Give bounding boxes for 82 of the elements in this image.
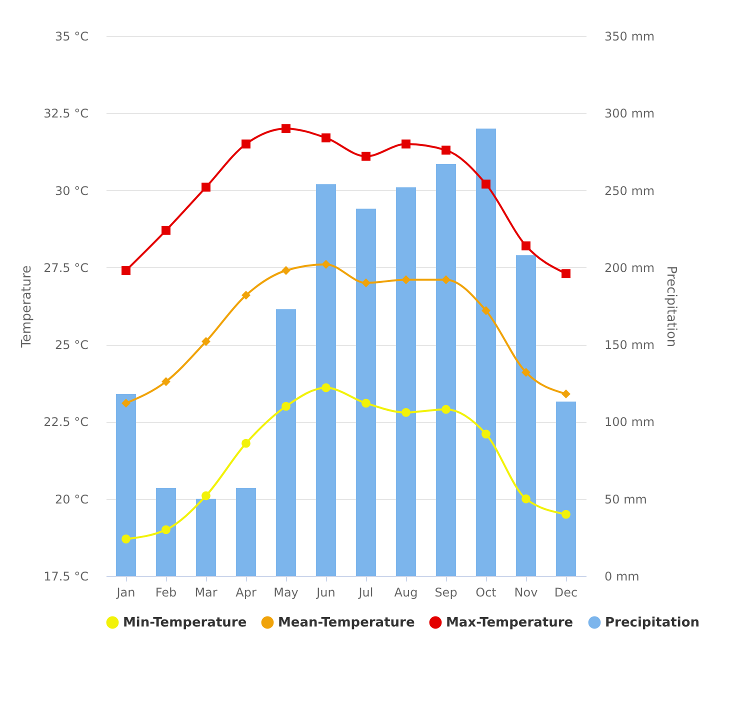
point xyxy=(202,491,210,500)
bar xyxy=(116,394,136,576)
y2-tick-label: 50 mm xyxy=(604,492,647,506)
legend-label: Max-Temperature xyxy=(446,616,574,631)
point xyxy=(242,438,250,448)
point xyxy=(322,260,330,269)
x-tick-label: Dec xyxy=(554,586,578,600)
point xyxy=(202,182,210,192)
bar xyxy=(556,402,576,576)
y-axis-title: Temperature xyxy=(20,265,35,349)
point xyxy=(282,124,290,134)
point xyxy=(162,377,170,386)
point xyxy=(522,241,530,250)
y2-tick-label: 100 mm xyxy=(604,415,655,430)
point xyxy=(562,389,570,398)
y2-tick-label: 200 mm xyxy=(604,260,655,275)
legend-label: Mean-Temperature xyxy=(278,616,415,631)
y-tick-label: 27.5 °C xyxy=(44,260,88,275)
x-tick-label: Jan xyxy=(116,586,136,600)
point xyxy=(122,398,130,408)
y2-tick-label: 250 mm xyxy=(604,184,655,198)
y2-tick-label: 300 mm xyxy=(604,106,655,121)
x-tick-label: Nov xyxy=(514,586,538,600)
y-tick-label: 35 °C xyxy=(55,30,88,44)
point xyxy=(442,146,450,155)
x-tick-label: Jul xyxy=(358,586,374,600)
bar xyxy=(436,164,456,576)
y-tick-label: 17.5 °C xyxy=(44,570,88,584)
point xyxy=(402,140,410,148)
point xyxy=(162,226,170,235)
point xyxy=(482,306,490,316)
point xyxy=(402,275,410,284)
y2-tick-label: 150 mm xyxy=(604,338,655,352)
legend-label: Min-Temperature xyxy=(123,616,247,631)
point xyxy=(122,534,130,544)
point xyxy=(562,510,570,519)
bar xyxy=(476,128,496,576)
point xyxy=(522,494,530,504)
y-tick-label: 20 °C xyxy=(55,492,88,506)
point xyxy=(402,408,410,417)
x-tick-label: Apr xyxy=(236,586,256,600)
point xyxy=(282,402,290,411)
point xyxy=(362,398,370,408)
point xyxy=(562,269,570,278)
point xyxy=(442,404,450,414)
point xyxy=(442,275,450,284)
y2-tick-label: 350 mm xyxy=(604,30,655,44)
x-tick-label: Oct xyxy=(476,586,497,600)
bar xyxy=(316,184,336,576)
point xyxy=(522,368,530,377)
bar xyxy=(396,187,416,576)
x-tick-label: May xyxy=(274,586,298,600)
bar xyxy=(516,255,536,576)
point xyxy=(482,180,490,189)
point xyxy=(122,266,130,275)
point xyxy=(362,278,370,288)
point xyxy=(242,290,250,300)
point xyxy=(242,140,250,148)
x-tick-label: Sep xyxy=(434,586,458,600)
point xyxy=(282,266,290,275)
bar xyxy=(236,488,256,576)
point xyxy=(202,337,210,346)
bar xyxy=(156,488,176,576)
x-tick-label: Mar xyxy=(194,586,218,600)
x-tick-label: Aug xyxy=(394,586,418,600)
legend-label: Precipitation xyxy=(605,616,700,631)
y-tick-label: 22.5 °C xyxy=(44,415,88,430)
bar xyxy=(356,208,376,576)
bar xyxy=(276,309,296,576)
y-tick-label: 32.5 °C xyxy=(44,106,88,121)
point xyxy=(482,430,490,439)
point xyxy=(322,133,330,142)
y2-tick-label: 0 mm xyxy=(604,570,640,584)
x-tick-label: Jun xyxy=(316,586,336,600)
point xyxy=(322,383,330,392)
x-tick-label: Feb xyxy=(155,586,177,600)
y-tick-label: 30 °C xyxy=(55,184,88,198)
y-tick-label: 25 °C xyxy=(55,338,88,352)
point xyxy=(162,525,170,534)
y2-axis-title: Precipitation xyxy=(664,266,679,348)
bar xyxy=(196,498,216,576)
point xyxy=(362,152,370,161)
